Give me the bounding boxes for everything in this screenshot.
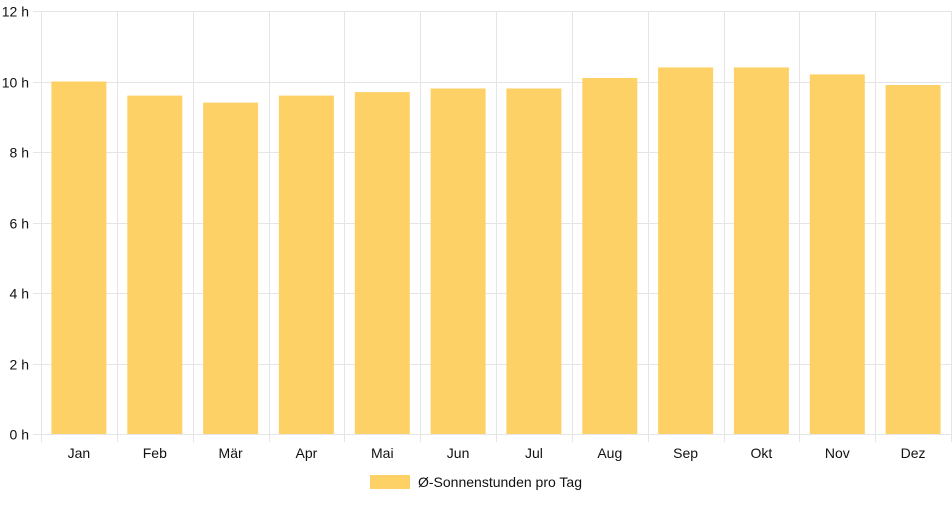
bar-Okt[interactable] [733, 67, 789, 435]
bar-Sep[interactable] [658, 67, 714, 435]
x-tick-label: Apr [296, 445, 318, 461]
x-tick-label: Nov [825, 445, 850, 461]
legend[interactable]: Ø-Sonnenstunden pro Tag [370, 472, 582, 492]
y-tick-label: 4 h [10, 286, 29, 302]
legend-swatch [370, 475, 410, 489]
bar-Mär[interactable] [203, 102, 259, 434]
y-tick-label: 6 h [10, 216, 29, 232]
grid-layer [33, 11, 952, 442]
x-tick-label: Okt [751, 445, 773, 461]
legend-label: Ø-Sonnenstunden pro Tag [418, 474, 582, 490]
x-tick-label: Aug [597, 445, 622, 461]
bar-Nov[interactable] [809, 74, 865, 435]
bar-Feb[interactable] [127, 95, 183, 434]
y-tick-label: 2 h [10, 357, 29, 373]
bar-Jun[interactable] [430, 88, 486, 435]
x-tick-label: Jun [447, 445, 470, 461]
x-tick-label: Feb [143, 445, 167, 461]
bars-layer [51, 67, 941, 435]
y-tick-label: 10 h [2, 75, 29, 91]
x-tick-labels: Jan Feb Mär Apr Mai Jun Jul Aug Sep Okt Nov Dez [68, 445, 926, 461]
bar-Aug[interactable] [582, 78, 638, 434]
x-tick-label: Jul [525, 445, 543, 461]
y-tick-label: 8 h [10, 145, 29, 161]
bar-Jan[interactable] [51, 81, 107, 435]
bar-Apr[interactable] [278, 95, 334, 434]
x-tick-label: Jan [68, 445, 91, 461]
bar-Dez[interactable] [885, 85, 941, 434]
x-tick-label: Mär [219, 445, 243, 461]
x-tick-label: Mai [371, 445, 394, 461]
y-tick-label: 12 h [2, 4, 29, 20]
bar-Jul[interactable] [506, 88, 562, 435]
x-tick-label: Dez [901, 445, 926, 461]
y-tick-label: 0 h [10, 427, 29, 443]
x-tick-label: Sep [673, 445, 698, 461]
y-tick-labels: 0 h 2 h 4 h 6 h 8 h 10 h 12 h [2, 4, 29, 443]
bar-Mai[interactable] [354, 92, 410, 434]
